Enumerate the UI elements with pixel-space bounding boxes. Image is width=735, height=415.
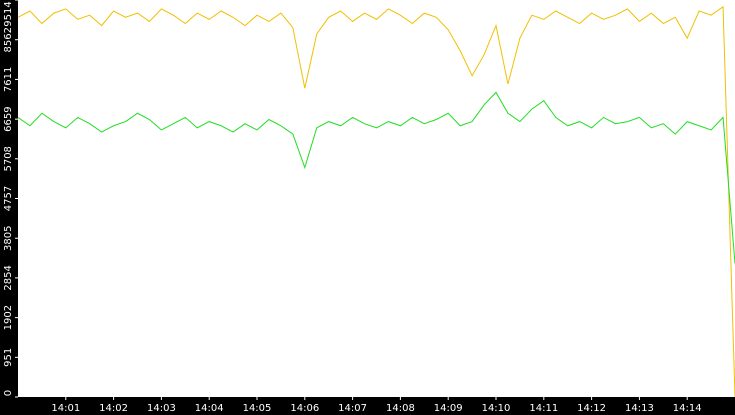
series-line [17, 5, 735, 398]
x-tick-label: 14:13 [625, 403, 654, 414]
x-tick-label: 14:01 [51, 403, 80, 414]
x-tick-label: 14:10 [482, 403, 511, 414]
x-tick-label: 14:11 [529, 403, 558, 414]
x-tick-label: 14:09 [434, 403, 463, 414]
y-tick-label: 6659 [3, 106, 14, 131]
x-tick-label: 14:06 [290, 403, 319, 414]
x-tick-label: 14:03 [147, 403, 176, 414]
x-tick-label: 14:12 [577, 403, 606, 414]
y-tick-label: 951 [3, 348, 14, 367]
y-tick-label: 5708 [3, 146, 14, 171]
y-tick-label: 2854 [3, 265, 14, 290]
series-line [17, 91, 735, 264]
x-tick-label: 14:05 [243, 403, 272, 414]
x-tick-label: 14:02 [99, 403, 128, 414]
plot-area [18, 0, 735, 397]
y-tick-label: 1902 [3, 305, 14, 330]
x-tick-label: 14:04 [195, 403, 224, 414]
y-tick-label: 9514 [3, 1, 14, 26]
y-tick-label: 8562 [3, 27, 14, 52]
y-tick-label: 3805 [3, 225, 14, 250]
x-tick-label: 14:14 [673, 403, 702, 414]
y-tick-label: 4757 [3, 186, 14, 211]
y-tick-label: 7611 [3, 67, 14, 92]
x-tick-label: 14:07 [338, 403, 367, 414]
y-tick-label: 0 [3, 390, 14, 396]
x-tick-label: 14:08 [386, 403, 415, 414]
